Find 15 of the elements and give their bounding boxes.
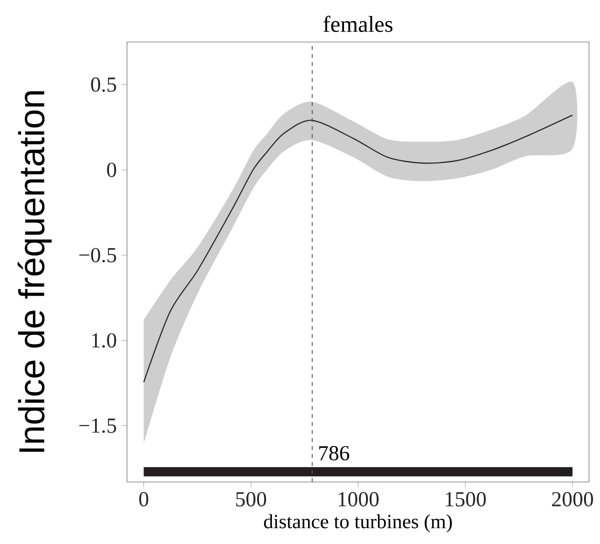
y-tick-label: −0.5 (79, 248, 116, 262)
x-tick-label: 500 (236, 492, 266, 506)
ref-line-label: 786 (319, 446, 350, 460)
x-tick-label: 1500 (446, 492, 486, 506)
y-tick-label: 1.0 (92, 333, 116, 348)
y-axis-title: Indice de fréquentation (18, 91, 52, 452)
x-tick-label: 1000 (338, 492, 379, 506)
x-axis-title: distance to turbines (m) (264, 514, 452, 532)
x-tick-label: 0 (139, 492, 148, 506)
x-tick-label: 2000 (552, 492, 594, 506)
line-series (143, 114, 574, 383)
y-tick-label: 0 (107, 162, 116, 178)
y-tick-label: 0.5 (91, 77, 116, 92)
y-tick-label: −1.5 (79, 418, 116, 433)
chart-title: females (323, 16, 392, 32)
